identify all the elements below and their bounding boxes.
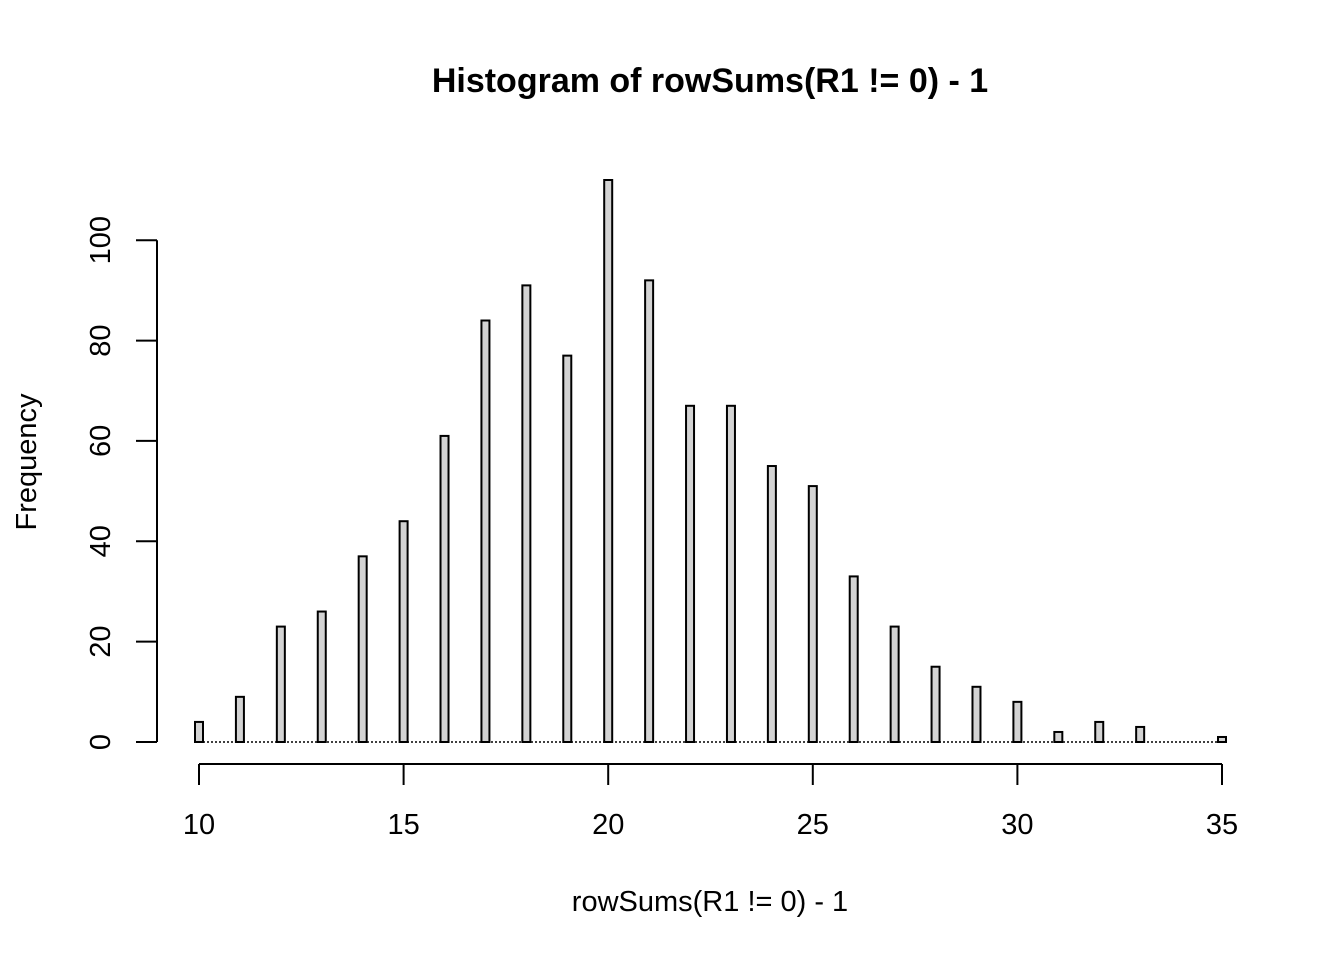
y-tick-label: 80 <box>85 324 117 356</box>
histogram-bar <box>1135 725 1146 743</box>
histogram-bar <box>807 485 818 744</box>
histogram-bar <box>562 354 573 743</box>
histogram-bar <box>930 665 941 743</box>
histogram-bar <box>316 610 327 743</box>
x-tick-label: 15 <box>387 809 419 841</box>
x-tick-label: 20 <box>592 809 624 841</box>
histogram-bar <box>275 625 286 744</box>
chart-title: Histogram of rowSums(R1 != 0) - 1 <box>432 62 988 100</box>
x-axis-label: rowSums(R1 != 0) - 1 <box>572 886 848 918</box>
histogram-bar <box>521 284 532 743</box>
histogram-bar <box>234 695 245 744</box>
histogram-bar <box>889 625 900 744</box>
x-tick-label: 25 <box>797 809 829 841</box>
histogram-bar <box>848 575 859 743</box>
y-axis: 0 20 40 60 80 100 <box>85 216 158 750</box>
histogram-bar <box>725 404 736 743</box>
histogram-bar <box>1012 700 1023 743</box>
x-tick-label: 30 <box>1001 809 1033 841</box>
histogram-bar <box>398 520 409 744</box>
histogram-bar <box>603 179 614 743</box>
bars-group <box>194 179 1227 744</box>
y-tick-label: 0 <box>85 734 117 750</box>
x-tick-label: 35 <box>1206 809 1238 841</box>
histogram-bar <box>439 434 450 743</box>
histogram-bar <box>194 720 204 744</box>
histogram-bar <box>1094 720 1105 744</box>
histogram-bar <box>971 685 982 744</box>
x-axis: 10 15 20 25 30 35 <box>183 763 1238 841</box>
y-tick-label: 60 <box>85 425 117 457</box>
y-axis-label: Frequency <box>11 393 43 531</box>
x-tick-label: 10 <box>183 809 215 841</box>
histogram-bar <box>1053 730 1064 744</box>
histogram-bar <box>480 319 491 743</box>
histogram-bar <box>357 555 368 744</box>
histogram-bar <box>766 465 777 743</box>
y-tick-label: 100 <box>85 216 117 264</box>
histogram-bar <box>685 404 696 743</box>
histogram-bar <box>644 279 655 743</box>
y-tick-label: 40 <box>85 525 117 557</box>
y-tick-label: 20 <box>85 626 117 658</box>
histogram-bar <box>1217 735 1227 743</box>
